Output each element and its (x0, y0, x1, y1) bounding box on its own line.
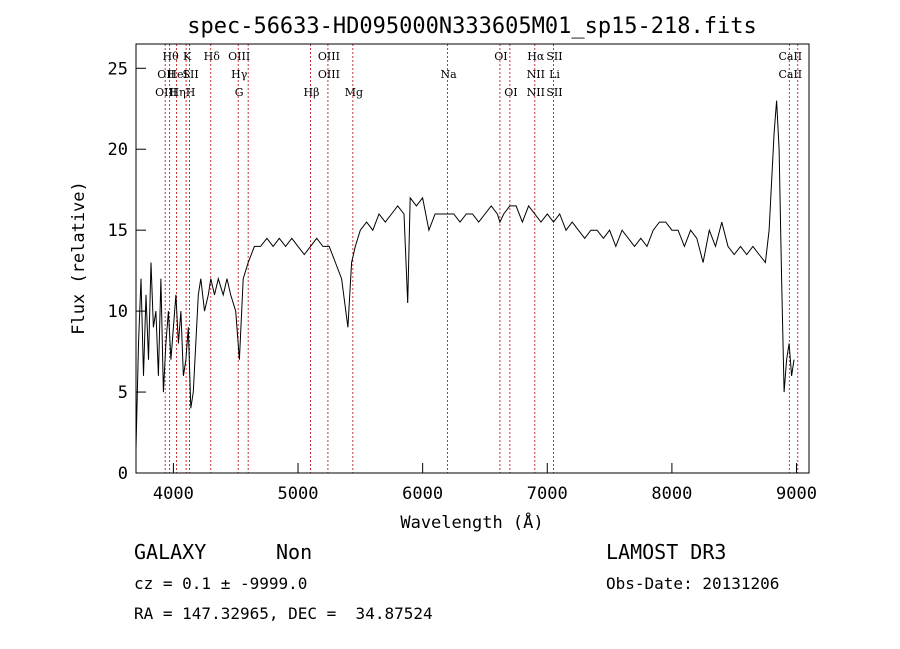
emission-line-markers (164, 44, 799, 473)
y-tick-label: 25 (108, 59, 128, 79)
ra-dec: RA = 147.32965, DEC = 34.87524 (134, 604, 433, 623)
line-label: HeI (167, 68, 187, 81)
line-label: K (183, 50, 192, 63)
line-label: CaII (778, 68, 802, 81)
y-tick-label: 15 (108, 221, 128, 241)
line-label: Hβ (304, 86, 320, 99)
line-label: Hη (170, 86, 186, 99)
observation-date: Obs-Date: 20131206 (606, 574, 780, 593)
line-label: Mg (345, 86, 363, 99)
line-label: CaII (778, 50, 802, 63)
x-tick-label: 7000 (527, 484, 568, 504)
line-label: OI (494, 50, 507, 63)
object-class: GALAXY (134, 540, 207, 564)
x-tick-label: 6000 (402, 484, 443, 504)
y-tick-label: 0 (118, 464, 128, 484)
y-tick-label: 5 (118, 383, 128, 403)
redshift-cz: cz = 0.1 ± -9999.0 (134, 574, 308, 593)
emission-line-labels: OII OIII Hθ HeI Hη K SII H Hδ OIII Hγ G Hβ OIII OIII Mg… (155, 50, 802, 99)
x-tick-label: 4000 (153, 484, 194, 504)
line-label: OIII (155, 86, 177, 99)
line-label: H (186, 86, 196, 99)
line-label: Hγ (231, 68, 248, 81)
line-label: Hα (527, 50, 545, 63)
line-label: Hθ (163, 50, 180, 63)
plot-frame (135, 43, 810, 474)
x-tick-label: 9000 (776, 484, 817, 504)
line-label: Hδ (204, 50, 221, 63)
survey-name: LAMOST DR3 (606, 540, 727, 564)
line-label: OI (504, 86, 517, 99)
x-tick-label: 5000 (278, 484, 319, 504)
line-label: Li (549, 68, 560, 81)
line-label: OIII (318, 50, 340, 63)
line-label: G (235, 86, 244, 99)
x-axis: 4000 5000 6000 7000 8000 9000 (153, 463, 817, 504)
x-tick-label: 8000 (651, 484, 692, 504)
line-label: Na (440, 68, 457, 81)
line-label: SII (546, 50, 562, 63)
line-label: OII (157, 68, 175, 81)
line-label: SII (182, 68, 198, 81)
y-axis: 0 5 10 15 20 25 (108, 59, 146, 484)
line-label: NII (527, 68, 545, 81)
spectrum-line (135, 100, 795, 449)
y-axis-label: Flux (relative) (69, 181, 89, 335)
object-subclass: Non (276, 540, 313, 564)
line-label: OIII (318, 68, 340, 81)
x-axis-label: Wavelength (Å) (400, 511, 543, 533)
chart-title: spec-56633-HD095000N333605M01_sp15-218.f… (187, 14, 757, 39)
line-label: OIII (228, 50, 250, 63)
y-tick-label: 20 (108, 140, 128, 160)
y-tick-label: 10 (108, 302, 128, 322)
line-label: NII (527, 86, 545, 99)
line-label: SII (546, 86, 562, 99)
